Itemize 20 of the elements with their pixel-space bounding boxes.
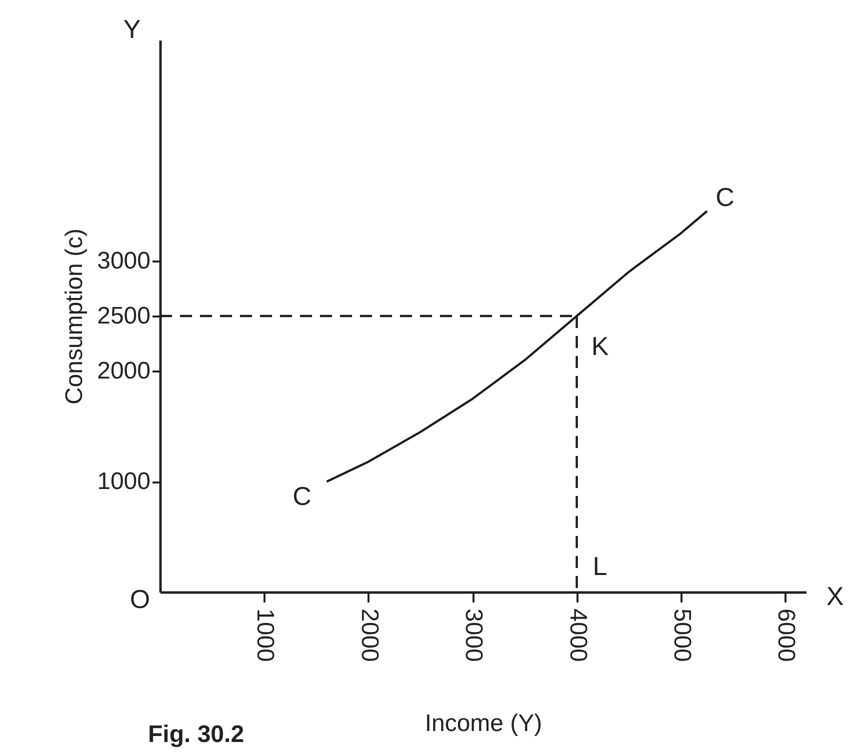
x-tick-label: 2000 [356,608,383,662]
x-tick-label: 6000 [772,608,800,662]
annotation: K [591,331,610,361]
x-axis-title: Income (Y) [424,710,542,737]
y-tick-label: 3000 [97,247,150,274]
annotation: C [292,481,312,511]
y-tick-label: 2000 [97,358,150,385]
x-tick-label: 5000 [668,608,696,662]
x-tick-label: 3000 [460,608,488,662]
y-axis-title: Consumption (c) [61,228,88,405]
y-tick-label: 1000 [97,468,150,496]
x-tick-label: 1000 [252,608,279,662]
y-tick-label: 2500 [97,302,150,330]
annotation: C [716,182,734,212]
annotation: L [592,551,608,581]
text: X [826,581,844,611]
text: Y [123,14,141,44]
caption: Fig. 30.2 [148,721,244,748]
text: O [130,584,150,614]
x-tick-label: 4000 [564,608,592,662]
